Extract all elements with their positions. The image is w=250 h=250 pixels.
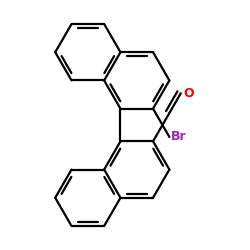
Text: O: O <box>183 87 194 100</box>
Text: Br: Br <box>171 130 187 143</box>
